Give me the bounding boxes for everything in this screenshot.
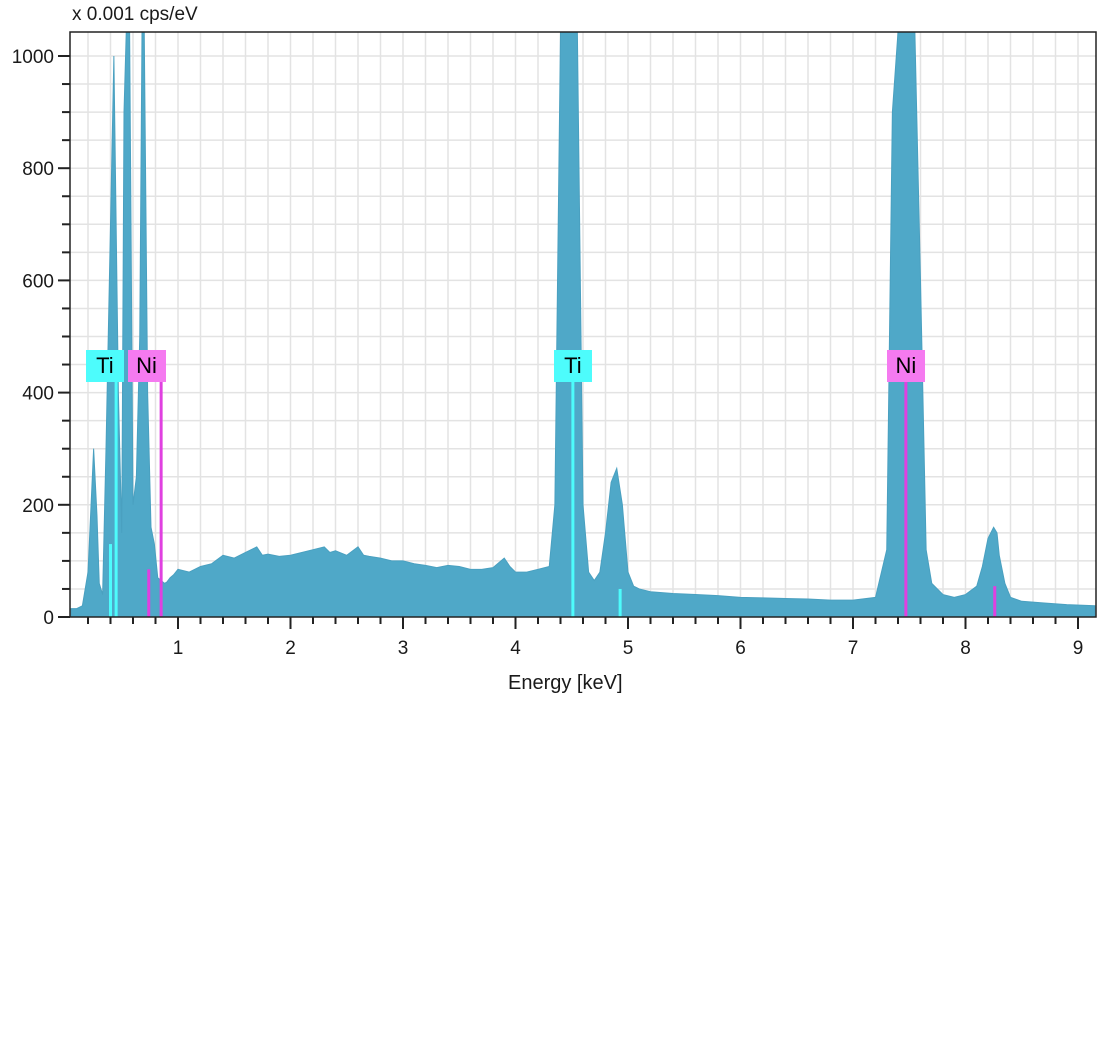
ni-line-marker xyxy=(159,381,163,617)
x-axis-label: Energy [keV] xyxy=(508,672,623,694)
x-tick-label: 6 xyxy=(735,638,746,659)
ti-line-marker xyxy=(109,544,112,617)
ni-line-marker xyxy=(147,569,151,617)
ti-line-marker xyxy=(114,381,118,617)
ni-line-marker xyxy=(904,381,908,617)
x-tick-label: 2 xyxy=(285,638,296,659)
x-tick-label: 1 xyxy=(173,638,184,659)
ti-line-marker xyxy=(571,381,575,617)
x-tick-label: 7 xyxy=(848,638,859,659)
ti-element-label: Ti xyxy=(553,350,592,383)
y-tick-label: 600 xyxy=(22,271,54,292)
x-tick-label: 3 xyxy=(398,638,409,659)
ni-line-marker xyxy=(993,586,997,617)
y-unit-label: x 0.001 cps/eV xyxy=(72,4,198,25)
element-line-markers xyxy=(109,381,997,617)
ni-element-label: Ni xyxy=(127,350,166,383)
x-tick-label: 9 xyxy=(1073,638,1084,659)
ti-element-label: Ti xyxy=(85,350,124,383)
y-tick-label: 200 xyxy=(22,496,54,517)
y-tick-label: 800 xyxy=(22,159,54,180)
y-tick-label: 1000 xyxy=(12,47,54,68)
axes: 1 2 3 4 5 6 7 8 9 0 200 400 600 800 1000 xyxy=(12,47,1084,659)
x-tick-label: 8 xyxy=(960,638,971,659)
ni-element-label: Ni xyxy=(886,350,925,383)
y-tick-label: 400 xyxy=(22,384,54,405)
ti-line-marker xyxy=(618,588,622,617)
x-tick-label: 5 xyxy=(623,638,634,659)
x-tick-label: 4 xyxy=(510,638,521,659)
y-tick-label: 0 xyxy=(43,608,54,629)
